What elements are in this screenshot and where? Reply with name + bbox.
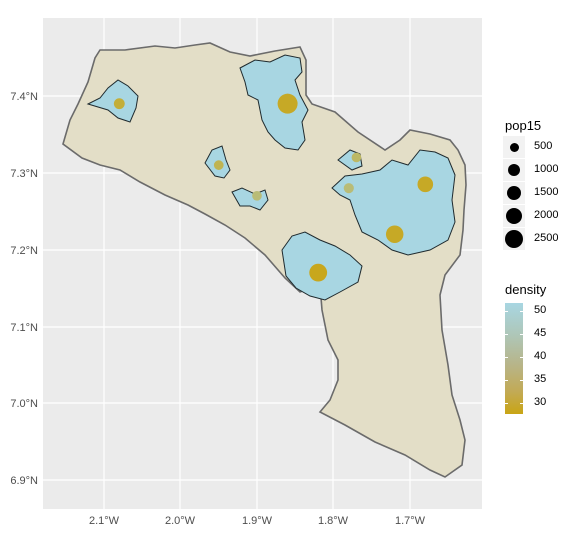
size-key-dot (508, 164, 520, 176)
population-point (351, 152, 362, 163)
colorbar-label: 45 (534, 327, 547, 339)
size-key-dot (505, 230, 523, 248)
size-key-dot (509, 142, 519, 152)
urban-area-west (86, 79, 139, 123)
urban-area-east (331, 149, 456, 256)
y-tick-label: 7.0°N (10, 398, 38, 410)
size-key-label: 1500 (534, 186, 559, 198)
colorbar-tick (520, 334, 523, 335)
urban-area-north (239, 54, 309, 151)
x-tick-label: 1.8°W (318, 515, 349, 527)
district-boundary (62, 42, 467, 478)
x-tick-label: 2.1°W (89, 515, 120, 527)
size-legend-title: pop15 (505, 118, 542, 133)
y-tick-label: 7.1°N (10, 322, 38, 334)
colorbar-tick (505, 380, 508, 381)
size-key-dot (506, 208, 522, 224)
urban-areas (86, 54, 456, 301)
size-key-dot (507, 186, 521, 200)
colorbar-label: 50 (534, 304, 547, 316)
y-tick-label: 6.9°N (10, 475, 38, 487)
x-tick-label: 1.7°W (395, 515, 426, 527)
population-point (417, 176, 434, 193)
size-key-label: 500 (534, 140, 553, 152)
colorbar-label: 30 (534, 396, 547, 408)
colorbar-tick (520, 311, 523, 312)
colorbar-tick (520, 403, 523, 404)
population-point (309, 263, 328, 282)
colorbar-tick (520, 380, 523, 381)
colorbar-tick (505, 357, 508, 358)
size-key-label: 1000 (534, 163, 559, 175)
colorbar-tick (520, 357, 523, 358)
population-points (113, 93, 434, 282)
population-point (252, 191, 262, 201)
population-point (277, 93, 298, 114)
colorbar-tick (505, 311, 508, 312)
colorbar-label: 40 (534, 350, 547, 362)
population-point (213, 160, 224, 170)
population-point (113, 98, 125, 110)
density-colorbar (505, 303, 523, 414)
population-point (343, 183, 354, 194)
population-point (385, 225, 404, 243)
color-legend-title: density (505, 282, 547, 297)
y-tick-label: 7.4°N (10, 91, 38, 103)
y-tick-label: 7.2°N (10, 245, 38, 257)
size-key-label: 2500 (534, 232, 559, 244)
axis-ticks: 2.1°W 2.0°W 1.9°W 1.8°W 1.7°W 7.4°N 7.3°N 7.2°N… (10, 91, 425, 527)
x-tick-label: 2.0°W (165, 515, 196, 527)
x-tick-label: 1.9°W (242, 515, 273, 527)
size-key-label: 2000 (534, 209, 559, 221)
colorbar-label: 35 (534, 373, 547, 385)
y-tick-label: 7.3°N (10, 168, 38, 180)
colorbar-tick (505, 334, 508, 335)
colorbar-tick (505, 403, 508, 404)
